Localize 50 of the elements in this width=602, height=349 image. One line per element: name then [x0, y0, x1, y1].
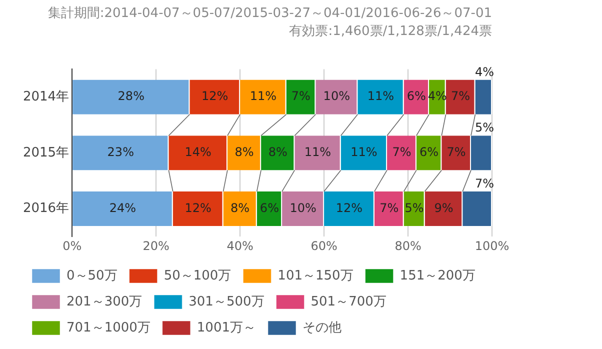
data-label: 7% — [450, 89, 470, 104]
legend-label: 0～50万 — [66, 268, 118, 284]
data-label: 6% — [260, 200, 279, 215]
data-label: 4% — [474, 64, 494, 79]
legend-label: 50～100万 — [164, 268, 232, 284]
data-label: 7% — [474, 176, 494, 191]
data-label: 8% — [268, 145, 288, 160]
legend-label: 1001万～ — [196, 320, 256, 336]
data-label: 5% — [404, 200, 424, 215]
y-tick-label: 2014年 — [22, 89, 70, 104]
data-label: 6% — [419, 145, 439, 160]
legend-label: その他 — [302, 320, 342, 336]
chart-subtitle: 有効票:1,460票/1,128票/1,424票 — [289, 24, 492, 39]
y-tick-label: 2015年 — [22, 145, 70, 160]
data-label: 23% — [107, 145, 134, 160]
data-label: 7% — [380, 200, 399, 215]
data-label: 11% — [367, 89, 394, 104]
data-label: 28% — [118, 89, 144, 104]
data-label: 6% — [406, 89, 426, 104]
data-label: 11% — [250, 89, 276, 104]
data-label: 10% — [323, 89, 350, 104]
data-label: 14% — [184, 145, 212, 160]
data-label: 12% — [184, 200, 212, 215]
data-label: 7% — [392, 145, 412, 160]
legend-label: 201～300万 — [66, 294, 142, 310]
legend-label: 151～200万 — [400, 268, 476, 284]
data-label: 24% — [109, 200, 136, 215]
data-label: 12% — [202, 89, 228, 104]
legend-label: 701～1000万 — [66, 320, 150, 336]
data-label: 10% — [290, 200, 316, 215]
chart-title: 集計期間:2014-04-07～05-07/2015-03-27～04-01/2016-06-26～07-01 — [48, 6, 492, 22]
x-tick-label: 0% — [62, 238, 82, 253]
x-tick-label: 20% — [142, 238, 170, 253]
legend-label: 101～150万 — [278, 268, 354, 284]
x-tick-label: 40% — [226, 238, 254, 253]
y-tick-label: 2016年 — [22, 201, 70, 216]
data-label: 7% — [446, 145, 466, 160]
data-label: 11% — [304, 145, 332, 160]
data-label: 7% — [291, 89, 310, 104]
data-label: 11% — [350, 145, 378, 160]
data-label: 8% — [230, 200, 250, 215]
x-tick-label: 80% — [394, 238, 422, 253]
data-label: 5% — [474, 120, 494, 135]
data-label: 8% — [234, 145, 254, 160]
legend-label: 501～700万 — [310, 294, 386, 310]
x-tick-label: 60% — [310, 238, 338, 253]
x-tick-label: 100% — [474, 238, 510, 253]
legend-label: 301～500万 — [188, 294, 264, 310]
data-label: 12% — [336, 200, 363, 215]
data-label: 9% — [434, 200, 454, 215]
